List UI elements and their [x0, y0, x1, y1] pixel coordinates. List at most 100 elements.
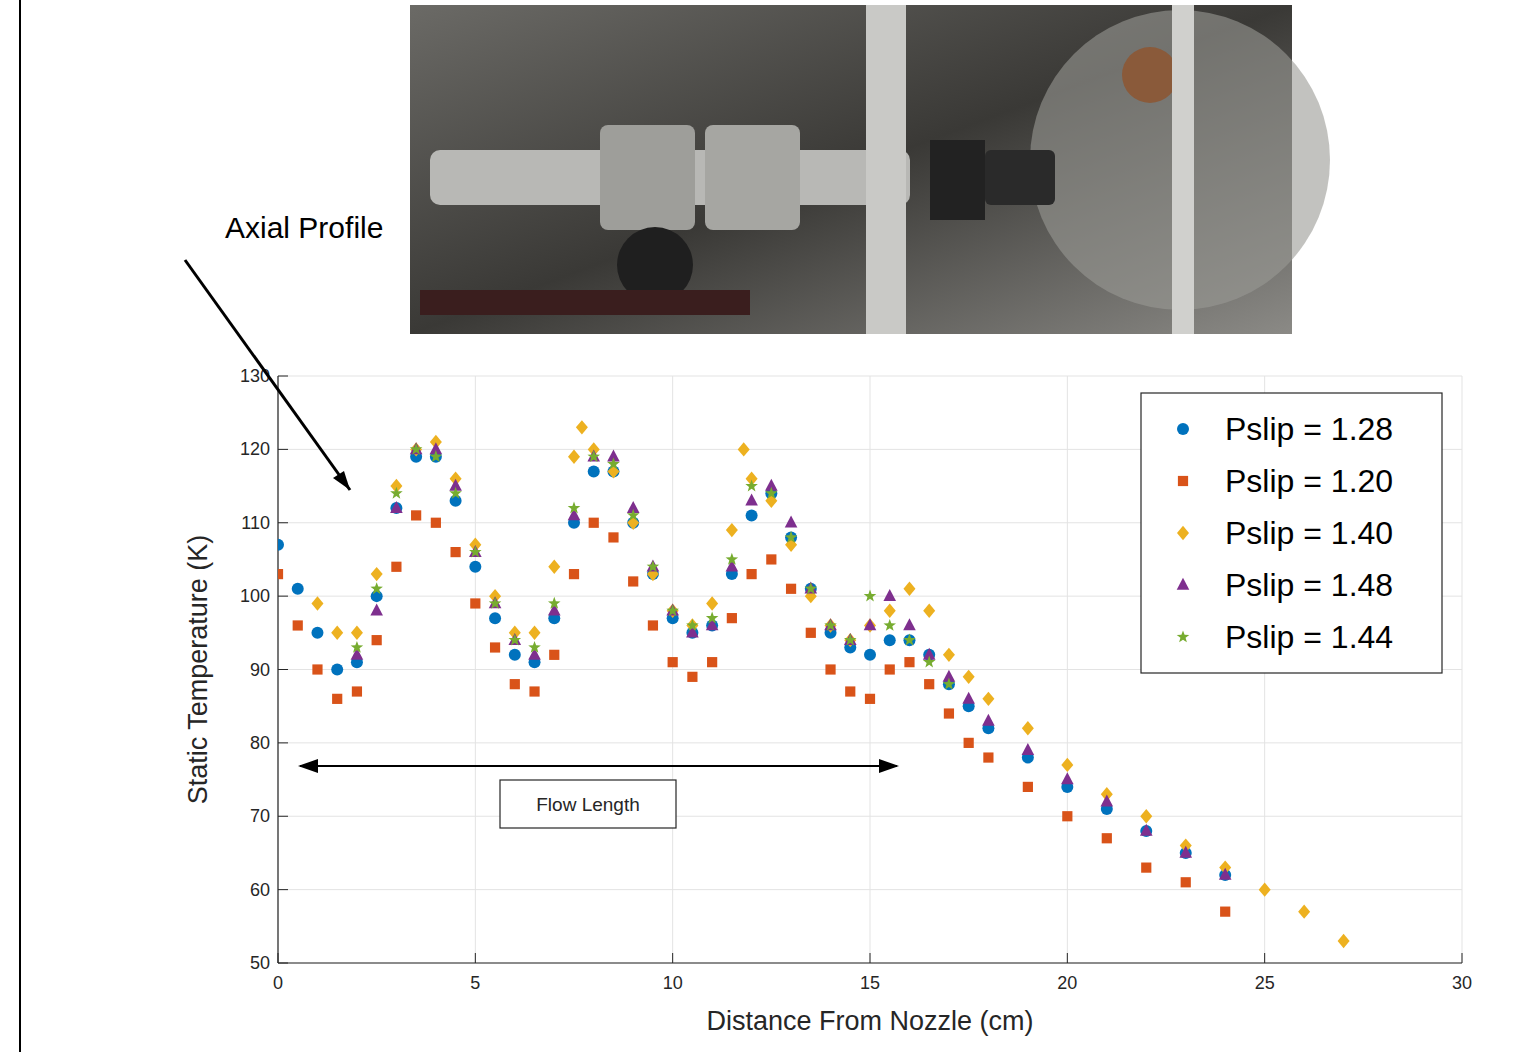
point — [964, 738, 974, 748]
legend-label: Pslip = 1.28 — [1225, 411, 1393, 447]
point — [529, 626, 541, 640]
legend-marker — [1177, 630, 1190, 642]
point — [568, 501, 581, 513]
point — [1219, 868, 1232, 880]
series — [278, 510, 1230, 916]
annotation: Axial Profile — [185, 211, 383, 490]
point — [785, 516, 798, 528]
point — [845, 686, 855, 696]
grid-line — [278, 816, 1462, 817]
point — [923, 656, 936, 668]
x-tick — [672, 953, 673, 963]
point — [1220, 907, 1230, 917]
point — [391, 562, 401, 572]
point — [370, 604, 383, 616]
point — [469, 561, 481, 573]
point — [706, 596, 718, 610]
x-tick — [1264, 953, 1265, 963]
point — [569, 569, 579, 579]
point — [805, 582, 818, 594]
point — [864, 649, 876, 661]
axes: 0510152025305060708090100110120130Distan… — [183, 366, 1472, 1036]
point — [278, 569, 283, 579]
point — [824, 619, 837, 631]
x-tick-label: 15 — [860, 973, 880, 993]
legend-label: Pslip = 1.40 — [1225, 515, 1393, 551]
point — [548, 597, 561, 609]
point — [331, 626, 343, 640]
point — [806, 628, 816, 638]
x-tick — [1462, 953, 1463, 963]
grid-line — [278, 376, 1462, 377]
point — [667, 604, 679, 618]
point — [576, 420, 588, 434]
point — [607, 457, 620, 469]
point — [1022, 721, 1034, 735]
annotation-arrowhead — [879, 759, 899, 773]
x-tick — [1067, 953, 1068, 963]
point — [963, 670, 975, 684]
point — [509, 634, 522, 646]
photo-shape — [1122, 47, 1178, 103]
annotation-text: Axial Profile — [225, 211, 383, 244]
legend: Pslip = 1.28Pslip = 1.20Pslip = 1.40Psli… — [1141, 393, 1442, 673]
point — [469, 546, 482, 558]
point — [1023, 782, 1033, 792]
series — [278, 451, 1231, 881]
x-tick-label: 20 — [1057, 973, 1077, 993]
photo-shape — [930, 140, 985, 220]
point — [528, 641, 541, 653]
point — [686, 619, 699, 631]
annotation-arrow — [300, 765, 897, 767]
y-tick — [278, 742, 288, 743]
point — [431, 518, 441, 528]
photo-shape — [866, 5, 906, 334]
x-tick-label: 0 — [273, 973, 283, 993]
point — [1101, 794, 1114, 806]
point — [371, 567, 383, 581]
point — [372, 635, 382, 645]
x-tick-label: 30 — [1452, 973, 1472, 993]
point — [510, 679, 520, 689]
y-tick — [278, 889, 288, 890]
point — [864, 590, 877, 602]
point — [548, 560, 560, 574]
legend-marker — [1177, 423, 1189, 435]
point — [1298, 904, 1310, 918]
y-tick-label: 110 — [241, 513, 270, 533]
y-tick — [278, 963, 288, 964]
point — [627, 509, 640, 521]
point — [587, 450, 600, 462]
point — [864, 618, 876, 632]
legend-label: Pslip = 1.44 — [1225, 619, 1393, 655]
series — [351, 443, 956, 690]
y-tick-label: 70 — [250, 806, 270, 826]
point — [410, 442, 423, 454]
grid — [278, 376, 1462, 963]
point — [903, 634, 916, 646]
point — [982, 714, 995, 726]
point — [1181, 877, 1191, 887]
legend-marker — [1178, 476, 1188, 486]
point — [785, 531, 798, 543]
point — [745, 494, 758, 506]
point — [943, 678, 956, 690]
annotation-arrowhead — [333, 471, 350, 490]
photo-shape — [420, 290, 750, 315]
point — [1102, 833, 1112, 843]
point — [666, 604, 679, 616]
point — [390, 487, 403, 499]
point — [1062, 811, 1072, 821]
figure: 0510152025305060708090100110120130Distan… — [0, 0, 1536, 1052]
point — [489, 596, 502, 608]
point — [825, 664, 835, 674]
point — [726, 553, 739, 565]
point — [903, 634, 915, 646]
point — [647, 560, 660, 572]
photo-shape — [600, 125, 695, 230]
point — [587, 450, 600, 462]
point — [410, 442, 422, 456]
point — [747, 569, 757, 579]
grid-line — [278, 742, 1462, 743]
series — [351, 442, 1232, 880]
